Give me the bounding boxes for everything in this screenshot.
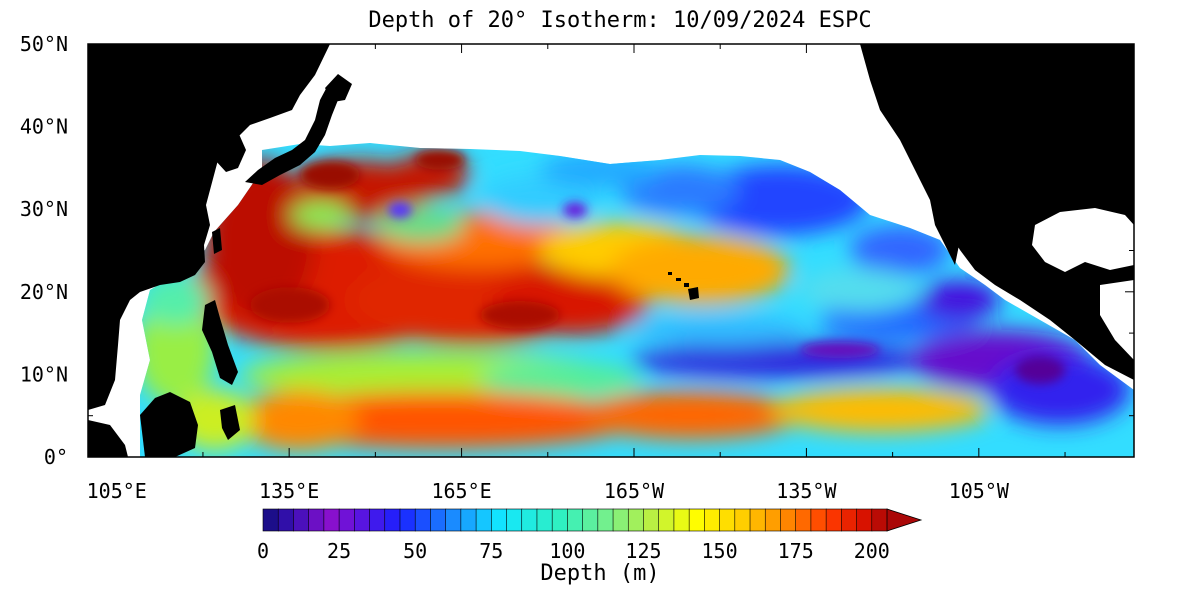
- latitude-label: 0°: [44, 445, 68, 469]
- colorbar-swatch: [825, 508, 842, 532]
- longitude-label: 105°W: [949, 479, 1010, 503]
- colorbar-swatch: [597, 508, 614, 532]
- colorbar-extend-arrow: [886, 508, 923, 532]
- colorbar-swatch: [643, 508, 660, 532]
- sulawesi-landmass: [220, 405, 240, 440]
- philippines-landmass: [202, 300, 238, 385]
- colorbar-swatch: [780, 508, 797, 532]
- caribbean-sea: [1100, 280, 1134, 360]
- axis-ticks: [88, 43, 1134, 458]
- colorbar-swatch: [734, 508, 751, 532]
- colorbar-swatch: [399, 508, 416, 532]
- borneo-landmass: [140, 392, 198, 457]
- colorbar-swatch: [856, 508, 873, 532]
- map-plot: [88, 44, 1134, 457]
- colorbar-swatch: [262, 508, 279, 532]
- colorbar-tick-label: 75: [479, 539, 503, 563]
- latitude-label: 10°N: [20, 362, 68, 386]
- korea-landmass: [210, 125, 246, 172]
- colorbar: [262, 508, 923, 532]
- latitude-labels: 0° 10°N 20°N 30°N 40°N 50°N: [20, 32, 68, 469]
- colorbar-swatch: [521, 508, 538, 532]
- indonesia-landmass: [88, 420, 128, 457]
- colorbar-swatch: [658, 508, 675, 532]
- colorbar-label: Depth (m): [540, 561, 659, 586]
- asia-landmass: [88, 44, 330, 410]
- latitude-label: 40°N: [20, 115, 68, 139]
- colorbar-swatch: [475, 508, 492, 532]
- north-america-landmass: [860, 44, 1134, 380]
- longitude-label: 165°E: [431, 479, 491, 503]
- longitude-label: 135°W: [776, 479, 837, 503]
- colorbar-swatch: [308, 508, 325, 532]
- hokkaido-landmass: [325, 74, 352, 102]
- colorbar-swatch: [567, 508, 584, 532]
- colorbar-swatch: [719, 508, 736, 532]
- colorbar-swatch: [430, 508, 447, 532]
- colorbar-tick-label: 150: [702, 539, 738, 563]
- colorbar-swatch: [749, 508, 766, 532]
- colorbar-tick-label: 100: [549, 539, 585, 563]
- longitude-label: 165°W: [604, 479, 665, 503]
- latitude-label: 50°N: [20, 32, 68, 56]
- colorbar-tick-labels: 0 25 50 75 100 125 150 175 200: [257, 539, 890, 563]
- colorbar-swatch: [293, 508, 310, 532]
- latitude-label: 20°N: [20, 280, 68, 304]
- colorbar-swatch: [277, 508, 295, 532]
- colorbar-swatch: [627, 508, 645, 532]
- map-title: Depth of 20° Isotherm: 10/09/2024 ESPC: [368, 8, 871, 33]
- latitude-label: 30°N: [20, 197, 68, 221]
- colorbar-swatch: [551, 508, 568, 532]
- longitude-label: 135°E: [259, 479, 319, 503]
- colorbar-swatch: [764, 508, 782, 532]
- colorbar-swatch: [704, 508, 721, 532]
- hawaii-islands: [668, 272, 699, 300]
- colorbar-tick-label: 200: [854, 539, 890, 563]
- colorbar-swatch: [871, 508, 888, 532]
- longitude-labels: 105°E 135°E 165°E 165°W 135°W 105°W: [87, 479, 1010, 503]
- colorbar-swatch: [810, 508, 827, 532]
- colorbar-tick-label: 50: [403, 539, 427, 563]
- colorbar-swatch: [490, 508, 508, 532]
- land-masses: [88, 44, 1134, 457]
- colorbar-swatch: [536, 508, 553, 532]
- colorbar-swatch: [445, 508, 462, 532]
- colorbar-tick-label: 25: [327, 539, 351, 563]
- colorbar-swatch: [338, 508, 355, 532]
- baja-california-landmass: [930, 200, 960, 265]
- colorbar-swatch: [384, 508, 401, 532]
- colorbar-swatch: [369, 508, 386, 532]
- colorbar-tick-label: 125: [625, 539, 661, 563]
- colorbar-swatch: [612, 508, 629, 532]
- colorbar-swatch: [841, 508, 858, 532]
- colorbar-swatch: [460, 508, 477, 532]
- colorbar-tick-label: 0: [257, 539, 269, 563]
- colorbar-swatch: [795, 508, 812, 532]
- colorbar-swatch: [688, 508, 705, 532]
- colorbar-swatch: [323, 508, 340, 532]
- colorbar-swatch: [582, 508, 599, 532]
- gulf-of-mexico: [1032, 208, 1134, 272]
- colorbar-swatch: [414, 508, 432, 532]
- colorbar-tick-label: 175: [778, 539, 814, 563]
- atlantic-water: [1032, 208, 1134, 360]
- colorbar-swatch: [506, 508, 523, 532]
- colorbar-swatch: [673, 508, 690, 532]
- longitude-label: 105°E: [87, 479, 147, 503]
- colorbar-swatch: [354, 508, 371, 532]
- taiwan-landmass: [212, 228, 222, 254]
